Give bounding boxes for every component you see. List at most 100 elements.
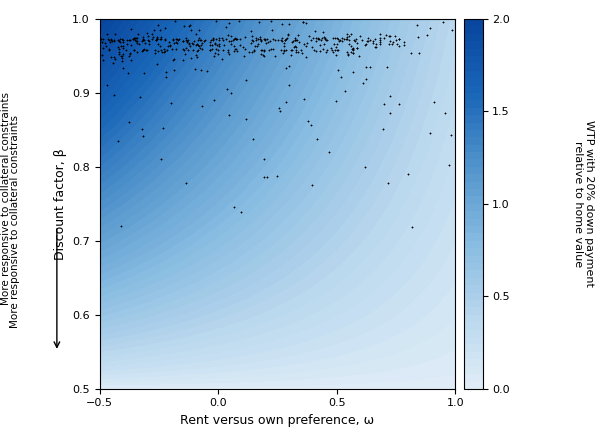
Point xyxy=(160,36,170,43)
Point xyxy=(440,110,450,117)
Point xyxy=(223,46,233,53)
Point xyxy=(182,38,192,45)
Point xyxy=(335,36,345,43)
Point xyxy=(322,46,332,53)
Point xyxy=(349,46,358,53)
Point xyxy=(266,46,276,53)
Point xyxy=(205,46,214,53)
Point xyxy=(330,46,340,53)
Point xyxy=(378,126,388,133)
Point xyxy=(149,26,159,33)
Point xyxy=(138,34,148,41)
Point xyxy=(368,38,378,45)
Point xyxy=(161,25,170,32)
Point xyxy=(279,39,289,46)
Point xyxy=(222,36,231,43)
Point xyxy=(343,51,352,58)
Point xyxy=(254,18,264,25)
Point xyxy=(247,32,257,39)
Point xyxy=(264,46,274,53)
Point xyxy=(219,46,228,53)
Point xyxy=(215,41,225,48)
Point xyxy=(172,38,181,45)
Point xyxy=(352,40,362,47)
Point xyxy=(256,37,266,44)
Point xyxy=(191,52,201,59)
Point xyxy=(196,42,206,49)
Point xyxy=(240,34,250,41)
Point xyxy=(297,46,306,53)
Point xyxy=(298,18,308,25)
Point xyxy=(213,51,223,58)
Point xyxy=(232,47,242,54)
Point xyxy=(268,46,278,53)
Point xyxy=(291,37,301,44)
Point xyxy=(333,66,343,73)
Point xyxy=(287,38,297,46)
Point xyxy=(359,80,368,87)
Point xyxy=(293,31,303,38)
Point xyxy=(250,42,259,50)
Point xyxy=(158,125,167,132)
Point xyxy=(399,38,408,46)
Point xyxy=(193,46,203,53)
Point xyxy=(142,46,152,53)
Point xyxy=(132,49,141,56)
Point xyxy=(228,37,238,44)
Point xyxy=(337,35,347,42)
Point xyxy=(312,38,321,45)
Point xyxy=(211,36,221,43)
Point xyxy=(282,34,292,42)
Point xyxy=(117,223,126,230)
Point xyxy=(137,47,147,54)
Point xyxy=(249,46,259,53)
Point xyxy=(371,43,380,50)
Point xyxy=(214,34,224,42)
Point xyxy=(326,44,336,51)
Point xyxy=(244,48,254,55)
Point xyxy=(217,55,227,62)
Point xyxy=(143,33,152,40)
Point xyxy=(138,46,148,53)
Point xyxy=(206,37,216,44)
Point xyxy=(262,173,272,180)
Point xyxy=(361,41,371,48)
Point xyxy=(343,52,353,59)
Point xyxy=(157,33,166,40)
Point xyxy=(332,40,342,47)
Point xyxy=(318,46,327,53)
Point xyxy=(137,126,147,133)
Point xyxy=(138,46,148,53)
Point xyxy=(383,180,393,187)
Point xyxy=(365,36,375,43)
Point xyxy=(183,46,193,53)
Point xyxy=(144,40,154,47)
Point xyxy=(200,37,209,44)
Point xyxy=(97,38,107,46)
Point xyxy=(276,47,286,54)
Point xyxy=(350,38,360,45)
Point xyxy=(348,49,358,56)
Point xyxy=(235,36,244,43)
Point xyxy=(311,47,321,54)
Point xyxy=(311,28,320,35)
Point xyxy=(132,35,142,42)
Point xyxy=(368,39,378,46)
Point xyxy=(153,21,163,28)
Point xyxy=(379,34,389,42)
Point xyxy=(412,21,421,28)
Point xyxy=(187,27,196,34)
Point xyxy=(193,47,202,54)
Point xyxy=(294,38,303,46)
Point xyxy=(181,51,190,58)
Point xyxy=(241,45,250,52)
Point xyxy=(255,33,264,40)
Point xyxy=(125,50,135,57)
Point xyxy=(346,43,356,50)
Point xyxy=(342,34,352,41)
Point xyxy=(169,55,179,62)
Point xyxy=(447,26,457,33)
Point xyxy=(189,38,199,45)
Point xyxy=(394,36,403,43)
Point xyxy=(277,20,287,27)
